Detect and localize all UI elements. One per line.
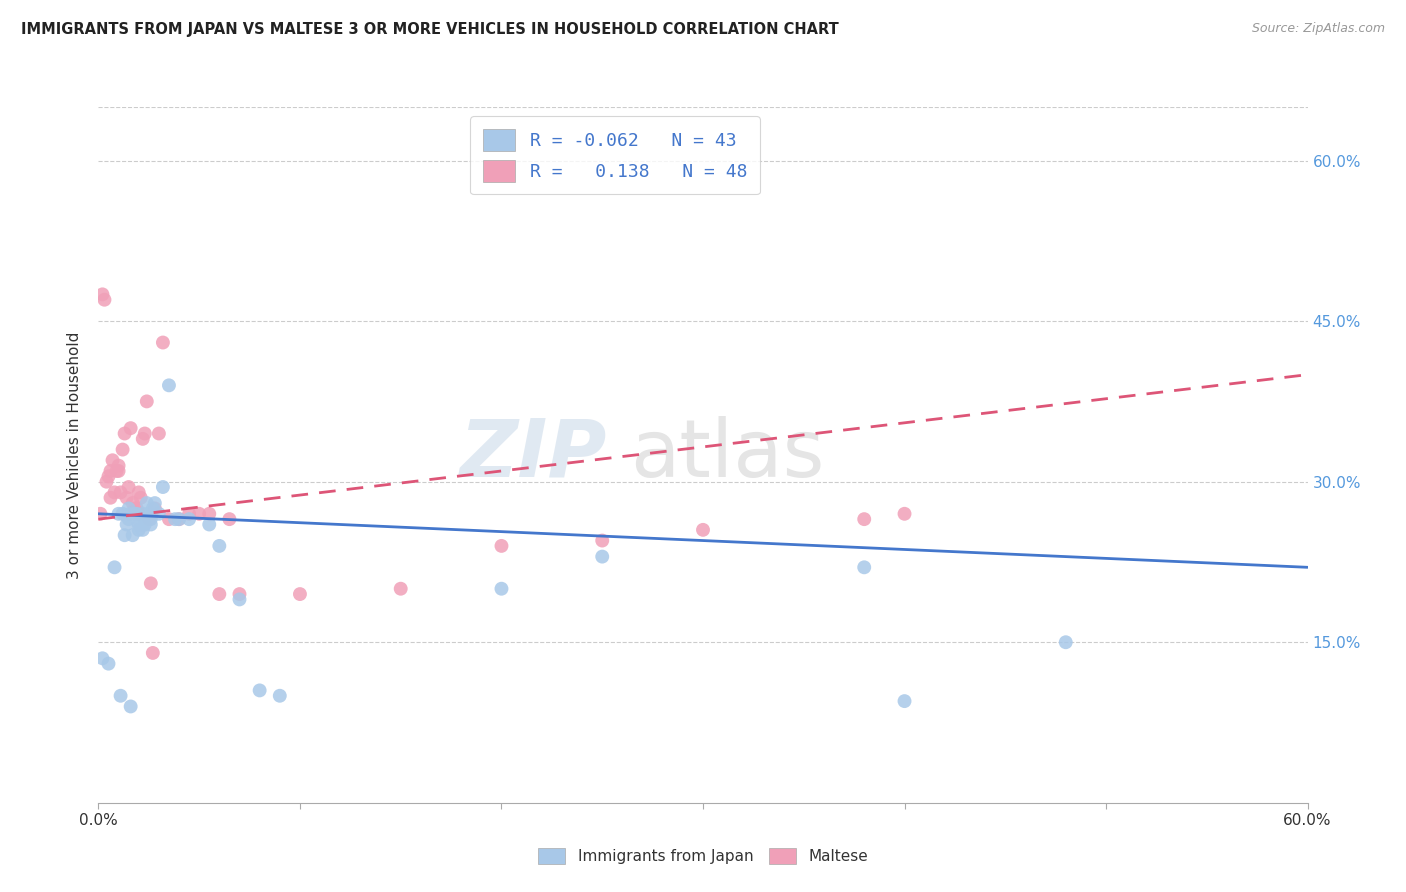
Point — [107, 458, 129, 473]
Point — [105, 464, 128, 478]
Point — [142, 501, 165, 516]
Point — [97, 469, 120, 483]
Legend: Immigrants from Japan, Maltese: Immigrants from Japan, Maltese — [530, 840, 876, 871]
Point — [167, 512, 190, 526]
Point — [93, 293, 115, 307]
Point — [893, 694, 915, 708]
Point — [91, 287, 114, 301]
Point — [143, 496, 166, 510]
Point — [179, 507, 201, 521]
Point — [1054, 635, 1077, 649]
Point — [138, 512, 160, 526]
Point — [188, 507, 211, 521]
Point — [138, 507, 160, 521]
Point — [115, 517, 138, 532]
Point — [128, 517, 150, 532]
Point — [110, 689, 132, 703]
Point — [125, 501, 148, 516]
Text: ZIP: ZIP — [458, 416, 606, 494]
Point — [132, 432, 155, 446]
Point — [198, 507, 221, 521]
Point — [143, 501, 166, 516]
Point — [91, 651, 114, 665]
Point — [208, 539, 231, 553]
Point — [491, 582, 513, 596]
Point — [135, 496, 157, 510]
Point — [148, 507, 170, 521]
Point — [142, 646, 165, 660]
Point — [118, 501, 141, 516]
Point — [128, 485, 150, 500]
Point — [100, 491, 122, 505]
Point — [129, 517, 152, 532]
Point — [157, 378, 180, 392]
Point — [125, 507, 148, 521]
Point — [179, 512, 201, 526]
Point — [128, 507, 150, 521]
Point — [134, 426, 156, 441]
Point — [853, 560, 876, 574]
Point — [107, 464, 129, 478]
Point — [228, 587, 250, 601]
Point — [269, 689, 291, 703]
Point — [389, 582, 412, 596]
Point — [89, 507, 111, 521]
Point — [692, 523, 714, 537]
Point — [111, 507, 134, 521]
Point — [120, 699, 142, 714]
Point — [121, 528, 143, 542]
Point — [103, 560, 125, 574]
Point — [107, 507, 129, 521]
Text: IMMIGRANTS FROM JAPAN VS MALTESE 3 OR MORE VEHICLES IN HOUSEHOLD CORRELATION CHA: IMMIGRANTS FROM JAPAN VS MALTESE 3 OR MO… — [21, 22, 839, 37]
Point — [111, 442, 134, 457]
Point — [135, 394, 157, 409]
Point — [118, 480, 141, 494]
Point — [103, 485, 125, 500]
Point — [167, 512, 190, 526]
Point — [97, 657, 120, 671]
Point — [115, 491, 138, 505]
Point — [163, 512, 186, 526]
Point — [134, 517, 156, 532]
Point — [288, 587, 311, 601]
Y-axis label: 3 or more Vehicles in Household: 3 or more Vehicles in Household — [67, 331, 83, 579]
Point — [101, 453, 124, 467]
Point — [124, 501, 146, 516]
Point — [228, 592, 250, 607]
Point — [114, 528, 136, 542]
Point — [591, 549, 613, 564]
Point — [118, 512, 141, 526]
Point — [218, 512, 240, 526]
Point — [132, 523, 155, 537]
Point — [893, 507, 915, 521]
Point — [249, 683, 271, 698]
Text: Source: ZipAtlas.com: Source: ZipAtlas.com — [1251, 22, 1385, 36]
Point — [128, 523, 150, 537]
Point — [853, 512, 876, 526]
Text: atlas: atlas — [630, 416, 825, 494]
Point — [114, 426, 136, 441]
Point — [148, 426, 170, 441]
Point — [591, 533, 613, 548]
Point — [120, 421, 142, 435]
Point — [129, 491, 152, 505]
Point — [198, 517, 221, 532]
Point — [157, 512, 180, 526]
Point — [152, 335, 174, 350]
Point — [139, 512, 162, 526]
Point — [491, 539, 513, 553]
Point — [139, 576, 162, 591]
Point — [96, 475, 118, 489]
Point — [208, 587, 231, 601]
Point — [152, 480, 174, 494]
Point — [132, 507, 155, 521]
Point — [100, 464, 122, 478]
Point — [110, 485, 132, 500]
Point — [124, 507, 146, 521]
Point — [120, 507, 142, 521]
Point — [121, 496, 143, 510]
Point — [139, 517, 162, 532]
